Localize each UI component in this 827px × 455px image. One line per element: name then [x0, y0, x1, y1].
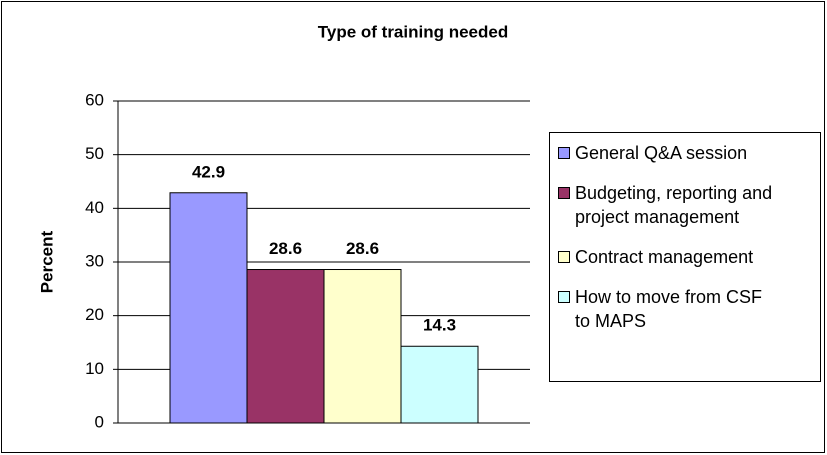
chart-title: Type of training needed	[318, 22, 508, 41]
bar	[400, 345, 479, 424]
y-tick-label: 50	[85, 144, 104, 163]
legend-entry: Budgeting, reporting and project managem…	[558, 181, 820, 229]
legend-swatch	[558, 187, 570, 199]
bar	[246, 269, 325, 424]
legend-label: How to move from CSF to MAPS	[575, 287, 763, 331]
legend-entry: Contract management	[558, 245, 820, 269]
y-tick-label: 60	[85, 90, 104, 109]
y-axis-label: Percent	[37, 230, 56, 293]
legend-label: Budgeting, reporting and project managem…	[575, 183, 773, 227]
data-label: 14.3	[423, 316, 456, 335]
legend-label: General Q&A session	[575, 143, 748, 163]
data-label: 42.9	[192, 162, 225, 181]
y-tick-label: 20	[85, 305, 104, 324]
y-tick-label: 10	[85, 359, 104, 378]
y-tick-label: 40	[85, 198, 104, 217]
legend-entry: How to move from CSF to MAPS	[558, 285, 820, 333]
legend-label: Contract management	[575, 247, 754, 267]
data-label: 28.6	[269, 239, 302, 258]
bar	[323, 269, 402, 424]
legend-swatch	[558, 291, 570, 303]
data-label: 28.6	[346, 239, 379, 258]
legend-swatch	[558, 251, 570, 263]
legend: General Q&A session Budgeting, reporting …	[549, 132, 821, 382]
y-tick-label: 0	[95, 412, 104, 431]
legend-swatch	[558, 147, 570, 159]
y-tick-label: 30	[85, 251, 104, 270]
legend-entry: General Q&A session	[558, 141, 820, 165]
bar	[169, 192, 248, 424]
